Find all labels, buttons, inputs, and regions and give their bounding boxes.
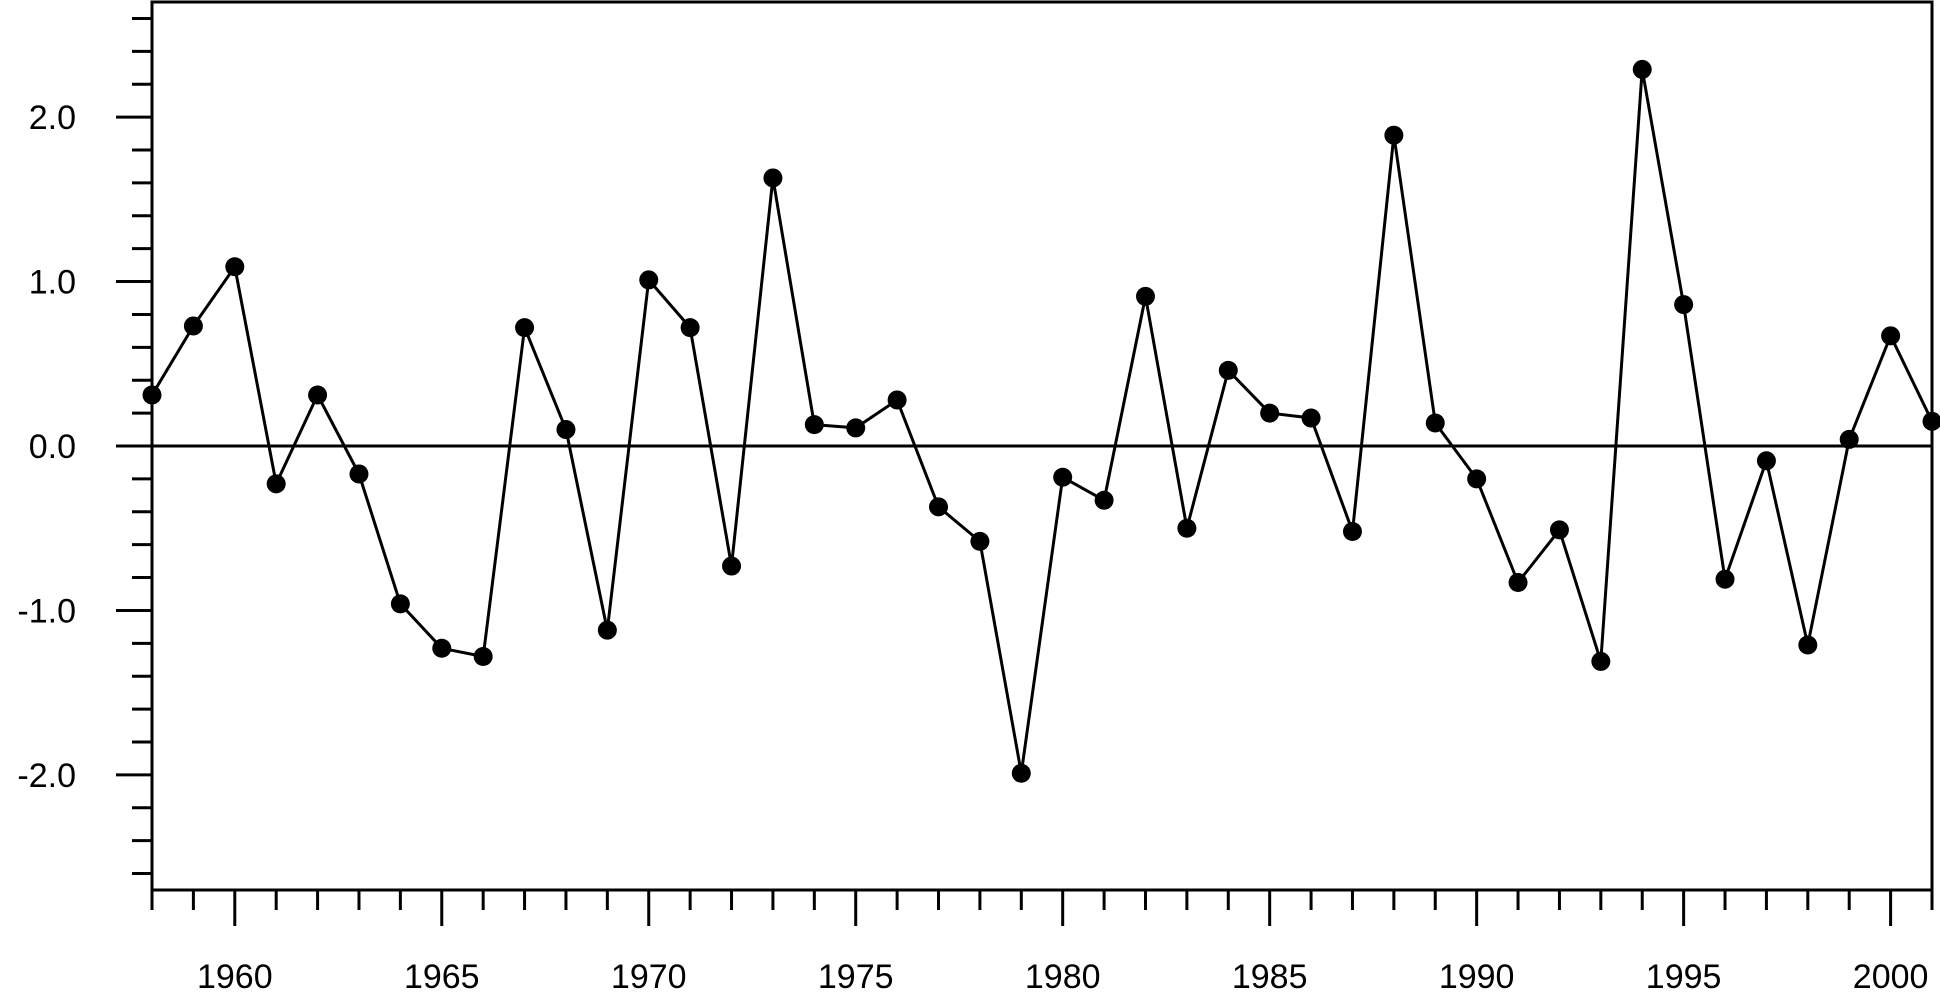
data-point (1011, 763, 1031, 783)
data-point (722, 556, 742, 576)
data-point (225, 257, 245, 277)
data-point (1053, 467, 1073, 487)
data-point (183, 316, 203, 336)
data-point (1218, 360, 1238, 380)
data-point (1756, 451, 1776, 471)
data-point (1342, 522, 1362, 542)
data-point (1301, 408, 1321, 428)
series-line (150, 67, 1934, 775)
data-point (1508, 572, 1528, 592)
data-point (1674, 295, 1694, 315)
data-point (1839, 429, 1859, 449)
y-tick-label: 1.0 (29, 264, 76, 302)
x-axis-tick-labels: 1960 1965 1970 1975 1980 1985 1990 1995 2000 (197, 958, 1928, 996)
data-point (1798, 635, 1818, 655)
data-point (308, 385, 328, 405)
data-point (556, 420, 576, 440)
data-point (1260, 403, 1280, 423)
data-point (266, 474, 286, 494)
y-tick-label: 0.0 (29, 428, 76, 466)
data-point (1094, 490, 1114, 510)
minor-ticks (132, 16, 1934, 910)
data-point (680, 318, 700, 338)
data-point (432, 638, 452, 658)
data-point (1632, 59, 1652, 79)
data-point (929, 497, 949, 517)
data-point (887, 390, 907, 410)
data-point (1715, 569, 1735, 589)
data-point (1881, 326, 1901, 346)
y-axis-tick-labels: -2.0 -1.0 0.0 1.0 2.0 (17, 99, 76, 795)
data-point (804, 415, 824, 435)
y-tick-label: -1.0 (17, 592, 76, 630)
data-points (142, 59, 1940, 783)
data-point (597, 620, 617, 640)
data-point (1425, 413, 1445, 433)
x-tick-label: 2000 (1853, 958, 1929, 996)
data-point (1177, 518, 1197, 538)
x-tick-label: 1970 (611, 958, 687, 996)
x-tick-label: 1985 (1232, 958, 1308, 996)
data-point (1384, 125, 1404, 145)
data-point (1591, 651, 1611, 671)
x-tick-label: 1990 (1439, 958, 1515, 996)
data-point (390, 594, 410, 614)
data-point (763, 168, 783, 188)
y-tick-label: -2.0 (17, 757, 76, 795)
x-tick-label: 1965 (404, 958, 480, 996)
plot-frame (150, 0, 1934, 892)
data-point (1467, 469, 1487, 489)
y-tick-label: 2.0 (29, 99, 76, 137)
data-point (639, 270, 659, 290)
x-tick-label: 1995 (1646, 958, 1722, 996)
x-tick-label: 1960 (197, 958, 273, 996)
data-point (1135, 286, 1155, 306)
data-point (515, 318, 535, 338)
data-point (1549, 520, 1569, 540)
x-tick-label: 1980 (1025, 958, 1101, 996)
data-point (970, 531, 990, 551)
data-point (846, 418, 866, 438)
data-point (473, 646, 493, 666)
x-tick-label: 1975 (818, 958, 894, 996)
data-point (349, 464, 369, 484)
major-ticks (116, 115, 1893, 926)
